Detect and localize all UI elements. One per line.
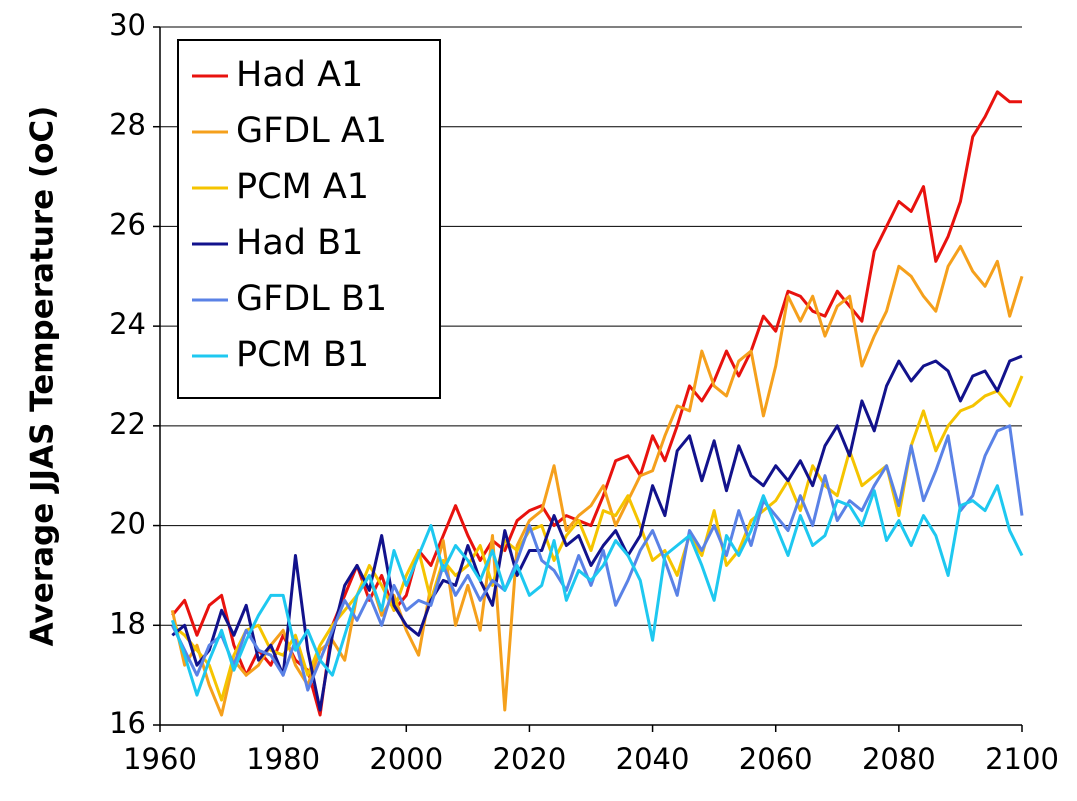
legend-label: PCM A1 bbox=[236, 167, 369, 207]
y-tick-label: 16 bbox=[109, 706, 146, 740]
legend-label: Had A1 bbox=[236, 55, 363, 95]
x-tick-label: 2060 bbox=[739, 742, 813, 776]
legend-label: PCM B1 bbox=[236, 335, 369, 375]
series-line bbox=[171, 354, 1023, 712]
y-tick-label: 22 bbox=[109, 407, 146, 441]
y-axis-label: Average JJAS Temperature (oC) bbox=[25, 106, 61, 647]
series-line bbox=[170, 484, 1024, 697]
y-tick-label: 24 bbox=[109, 307, 146, 341]
series-line bbox=[170, 424, 1024, 692]
x-tick-label: 2100 bbox=[985, 742, 1059, 776]
x-tick-label: 2040 bbox=[616, 742, 690, 776]
x-tick-label: 1960 bbox=[123, 742, 197, 776]
x-tick-label: 2020 bbox=[493, 742, 567, 776]
x-tick-label: 1980 bbox=[246, 742, 320, 776]
legend-label: GFDL A1 bbox=[236, 111, 387, 151]
y-tick-label: 28 bbox=[109, 108, 146, 142]
series-line bbox=[170, 244, 1024, 717]
series-line bbox=[171, 375, 1024, 702]
legend-label: GFDL B1 bbox=[236, 279, 387, 319]
series-line bbox=[171, 90, 1022, 717]
legend-box bbox=[177, 39, 441, 399]
y-tick-label: 18 bbox=[109, 606, 146, 640]
y-tick-label: 20 bbox=[109, 507, 146, 541]
x-tick-label: 2000 bbox=[369, 742, 443, 776]
y-tick-label: 30 bbox=[109, 8, 146, 42]
x-tick-label: 2080 bbox=[862, 742, 936, 776]
legend-label: Had B1 bbox=[236, 223, 363, 263]
y-tick-label: 26 bbox=[109, 207, 146, 241]
